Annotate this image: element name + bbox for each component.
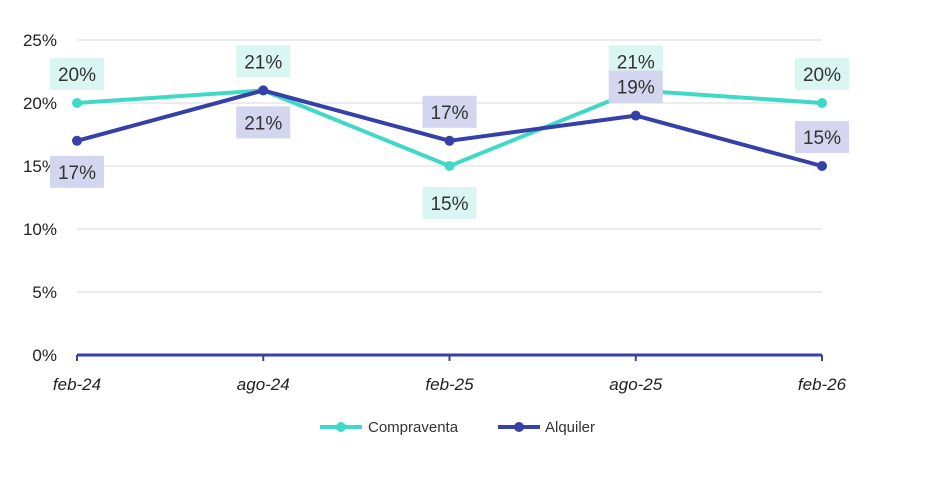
data-label: 17% <box>58 163 96 184</box>
data-point <box>72 135 82 146</box>
data-label-box <box>795 121 849 153</box>
y-tick-label: 10% <box>23 220 57 239</box>
legend-marker <box>336 422 346 432</box>
data-label: 21% <box>244 113 282 134</box>
data-label-box <box>50 155 104 188</box>
data-label-box <box>236 106 291 139</box>
data-label: 21% <box>244 52 282 73</box>
data-label: 21% <box>617 52 655 73</box>
series-lines <box>72 85 827 171</box>
data-label-box <box>795 58 849 90</box>
data-point <box>817 161 827 171</box>
y-tick-label: 15% <box>23 157 57 176</box>
x-tick-label: feb-25 <box>425 375 474 394</box>
data-label: 15% <box>803 128 841 149</box>
data-label: 20% <box>803 65 841 86</box>
legend-label: Compraventa <box>368 419 459 436</box>
data-label: 19% <box>617 78 655 99</box>
y-tick-label: 20% <box>23 94 57 113</box>
data-label: 20% <box>58 65 96 86</box>
legend-marker <box>514 422 524 432</box>
data-label-box <box>422 187 477 219</box>
y-axis-ticks: 0% 5% 10% 15% 20% 25% <box>23 31 57 365</box>
y-tick-label: 5% <box>32 283 57 302</box>
data-point <box>444 135 455 146</box>
x-tick-label: feb-24 <box>53 375 101 394</box>
data-label-box <box>236 45 291 78</box>
y-tick-label: 0% <box>32 346 57 365</box>
data-label-box <box>608 70 663 103</box>
y-tick-label: 25% <box>23 31 57 50</box>
data-label: 15% <box>430 194 468 215</box>
data-label-box <box>422 95 477 128</box>
data-label: 17% <box>430 103 468 124</box>
data-label-box <box>50 58 104 90</box>
legend: Compraventa Alquiler <box>320 419 595 436</box>
data-point <box>817 98 827 108</box>
x-tick-label: feb-26 <box>798 375 847 394</box>
data-point <box>72 98 82 108</box>
data-point <box>444 161 455 171</box>
legend-label: Alquiler <box>545 419 595 436</box>
data-point <box>630 110 641 121</box>
x-tick-label: ago-24 <box>237 375 290 394</box>
data-point <box>258 85 269 96</box>
data-labels: 20% 21% 15% 21% 20% 17% 21% 17% 19% 15% <box>50 45 849 219</box>
x-axis: feb-24 ago-24 feb-25 ago-25 feb-26 <box>53 353 847 394</box>
x-tick-label: ago-25 <box>609 375 662 394</box>
